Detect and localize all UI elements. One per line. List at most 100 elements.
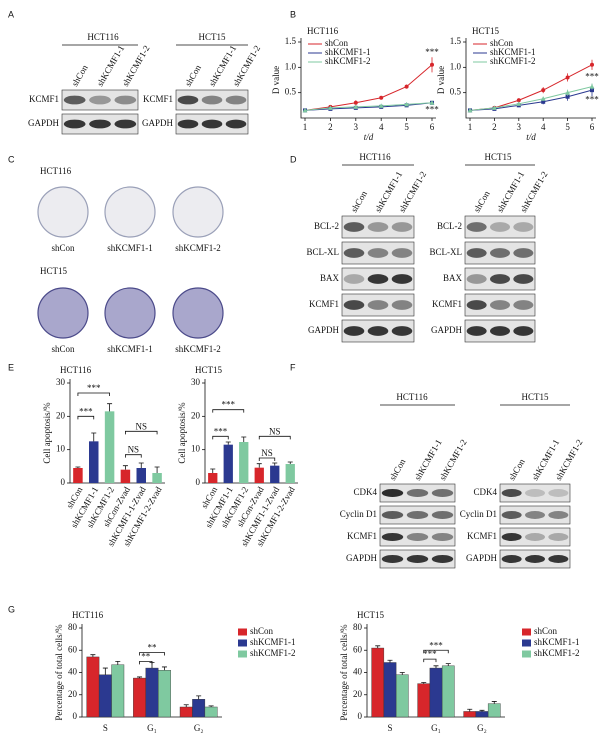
marker [565, 94, 570, 99]
x-tick-label: 6 [430, 122, 435, 132]
blot-band [367, 300, 389, 310]
bar [179, 706, 193, 718]
blot-band [343, 326, 365, 336]
y-tick-label: 60 [353, 644, 363, 654]
panel-label: B [290, 9, 296, 19]
error-bar [272, 462, 278, 466]
blot-band [201, 95, 223, 105]
lane-label: shCon [183, 63, 203, 88]
y-tick-label: 10 [56, 444, 66, 454]
bar [441, 665, 455, 718]
error-bar [196, 695, 202, 700]
blot-band [225, 119, 247, 129]
error-bar [375, 645, 381, 649]
bracket [125, 454, 142, 458]
plate-label: shKCMF1-1 [107, 243, 153, 253]
x-tick-label: 2 [328, 122, 333, 132]
blot-band [343, 274, 365, 284]
blot-band [114, 119, 137, 129]
error-bar [107, 403, 113, 412]
bar [73, 468, 83, 483]
blot-frame [499, 527, 571, 547]
lane-label: shCon [70, 63, 90, 88]
blot-band [548, 511, 569, 519]
y-axis-label: D value [436, 66, 446, 94]
error-bar [208, 705, 214, 707]
y-tick-label: 40 [68, 667, 78, 677]
blot-band [490, 274, 510, 284]
annotation: NS [135, 421, 147, 431]
plate-label: shKCMF1-2 [175, 243, 221, 253]
x-tick-label: 4 [379, 122, 384, 132]
blot-band [367, 326, 389, 336]
y-tick-label: 0 [73, 711, 78, 721]
annotation: *** [214, 426, 228, 436]
annotation: *** [222, 400, 236, 410]
bar [158, 670, 171, 718]
error-bar [225, 441, 231, 445]
blot-band [431, 533, 454, 541]
y-tick-label: 0 [61, 477, 66, 487]
blot-title: HCT116 [87, 32, 119, 42]
legend-label: shKCMF1-2 [534, 648, 580, 658]
axes [465, 38, 596, 119]
row-label: GAPDH [346, 553, 378, 563]
blot-band [225, 95, 247, 105]
x-tick-label: S [103, 723, 108, 733]
blot-band [525, 511, 545, 519]
chart-title: HCT116 [60, 365, 92, 375]
error-bar [241, 436, 247, 442]
y-tick-label: 1.0 [285, 61, 297, 71]
bar [371, 647, 385, 718]
legend-label: shKCMF1-1 [250, 637, 296, 647]
x-tick-label: G₂ [477, 723, 487, 733]
blot-frame [61, 89, 139, 111]
bar [239, 442, 249, 483]
legend-label: shKCMF1-1 [534, 637, 580, 647]
x-tick-label: 3 [354, 122, 359, 132]
legend-label: shKCMF1-2 [490, 56, 536, 66]
chart-title: HCT116 [72, 610, 104, 620]
marker [565, 75, 570, 80]
bracket [139, 660, 153, 665]
line [469, 89, 593, 111]
blot-title: HCT15 [199, 32, 227, 42]
chart-title: HCT116 [307, 26, 339, 36]
lane-label: shCon [387, 457, 407, 482]
bar [395, 674, 409, 718]
legend-swatch [522, 628, 531, 636]
y-axis-label: Cell apoptosis/% [177, 402, 187, 464]
group-title: HCT15 [40, 266, 68, 276]
blot-band [63, 119, 86, 129]
row-label: Cyclin D1 [340, 509, 377, 519]
blot-band [391, 222, 413, 232]
error-bar [183, 704, 189, 707]
y-tick-label: 80 [68, 622, 78, 632]
bracket [212, 435, 229, 440]
y-tick-label: 20 [56, 410, 66, 420]
row-label: BCL-XL [430, 247, 463, 257]
row-label: GAPDH [431, 325, 463, 335]
blot-band [513, 248, 534, 258]
blot-band [501, 533, 522, 541]
blot-band [466, 326, 487, 336]
marker [590, 88, 594, 93]
error-bar [399, 672, 405, 675]
group-title: HCT116 [40, 166, 72, 176]
row-label: KCMF1 [432, 299, 462, 309]
legend-swatch [522, 650, 531, 658]
annotation: *** [429, 640, 443, 650]
y-tick-label: 0.5 [450, 87, 462, 97]
colony-plate [104, 186, 156, 238]
bar [475, 711, 489, 718]
blot-band [406, 533, 429, 541]
marker [491, 105, 497, 110]
blot-band [431, 555, 454, 563]
row-label: KCMF1 [347, 531, 377, 541]
colony-plate [104, 287, 156, 339]
annotation: *** [585, 72, 599, 82]
blot-band [89, 119, 111, 129]
blot-band [367, 248, 389, 258]
marker [353, 100, 358, 105]
row-label: BCL-2 [314, 221, 339, 231]
